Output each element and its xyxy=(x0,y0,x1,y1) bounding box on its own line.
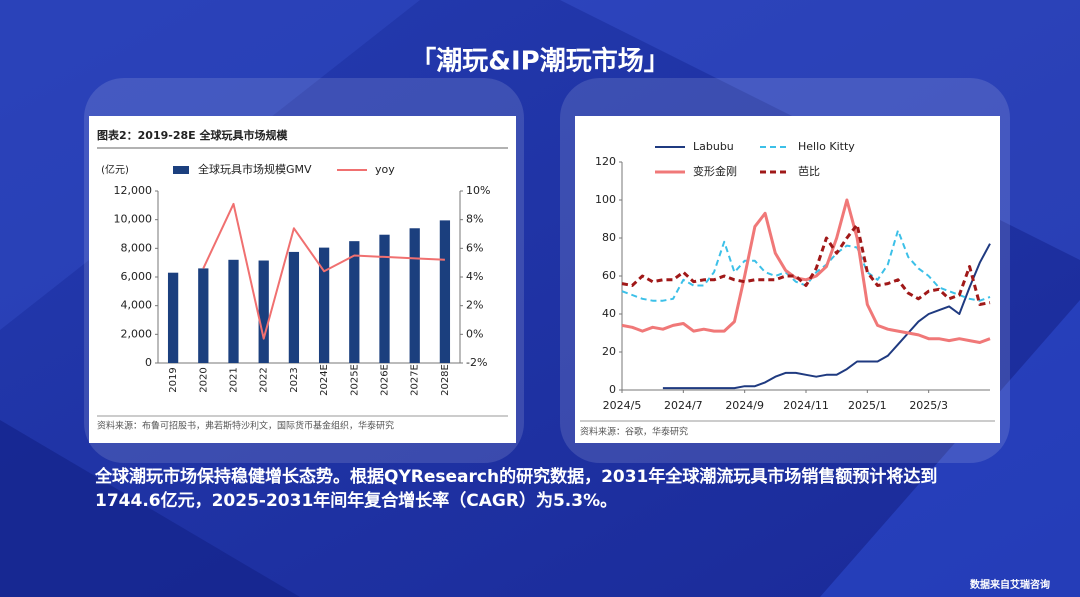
x-tick-label: 2021 xyxy=(229,367,240,392)
bg-shape xyxy=(0,420,300,597)
x-tick-label: 2024/9 xyxy=(725,399,764,412)
footer: 数据来自艾瑞咨询 xyxy=(970,580,1050,591)
y-tick-label: 0 xyxy=(145,356,152,369)
slide-title: 「潮玩&IP潮玩市场」 xyxy=(410,46,669,77)
legend-label: 全球玩具市场规模GMV xyxy=(198,162,312,176)
bg-shape xyxy=(820,300,1080,597)
y-tick-label: 6,000 xyxy=(121,270,153,283)
legend-label: 芭比 xyxy=(798,164,820,178)
legend-label: Hello Kitty xyxy=(798,140,855,153)
y-tick-label: 100 xyxy=(595,193,616,206)
bar xyxy=(288,251,300,363)
source: 资料来源：布鲁可招股书，弗若斯特沙利文，国际货币基金组织，华泰研究 xyxy=(97,420,394,432)
x-tick-label: 2025E xyxy=(349,364,360,396)
y2-tick-label: 10% xyxy=(466,184,490,197)
y-tick-label: 80 xyxy=(602,231,616,244)
x-tick-label: 2027E xyxy=(410,364,421,396)
x-tick-label: 2024/7 xyxy=(664,399,703,412)
y2-tick-label: -2% xyxy=(466,356,487,369)
legend-label: yoy xyxy=(375,163,395,176)
bar xyxy=(409,228,420,363)
legend-label: 变形金刚 xyxy=(693,164,737,178)
chart-title: 图表2：2019-28E 全球玩具市场规模 xyxy=(97,128,288,142)
x-tick-label: 2022 xyxy=(259,367,270,392)
line-series xyxy=(662,243,991,390)
chart-panel xyxy=(575,116,1000,443)
legend-swatch xyxy=(173,166,189,174)
y2-tick-label: 4% xyxy=(466,270,483,283)
bar xyxy=(379,234,390,363)
y-tick-label: 0 xyxy=(609,383,616,396)
line-series xyxy=(621,198,991,344)
x-tick-label: 2025/1 xyxy=(848,399,887,412)
bar xyxy=(228,259,239,363)
y2-tick-label: 0% xyxy=(466,327,483,340)
x-tick-label: 2020 xyxy=(198,367,209,392)
y-tick-label: 4,000 xyxy=(121,299,153,312)
y-tick-label: 8,000 xyxy=(121,241,153,254)
y-tick-label: 40 xyxy=(602,307,616,320)
x-tick-label: 2026E xyxy=(380,364,391,396)
y-tick-label: 10,000 xyxy=(114,213,153,226)
y-tick-label: 12,000 xyxy=(114,184,153,197)
x-tick-label: 2024/11 xyxy=(783,399,829,412)
y-tick-label: 120 xyxy=(595,155,616,168)
paragraph: 全球潮玩市场保持稳健增长态势。根据QYResearch的研究数据，2031年全球… xyxy=(95,467,938,511)
y-tick-label: 20 xyxy=(602,345,616,358)
bar xyxy=(198,268,209,363)
y-axis-label: (亿元) xyxy=(101,163,129,176)
source: 资料来源：谷歌，华泰研究 xyxy=(580,426,688,438)
y2-tick-label: 2% xyxy=(466,299,483,312)
line-series xyxy=(202,202,445,340)
x-tick-label: 2023 xyxy=(289,367,300,392)
x-tick-label: 2019 xyxy=(168,367,179,392)
x-tick-label: 2028E xyxy=(440,364,451,396)
bar xyxy=(349,241,360,363)
x-tick-label: 2024E xyxy=(319,364,330,396)
y2-tick-label: 8% xyxy=(466,213,483,226)
bar xyxy=(318,247,330,363)
legend-label: Labubu xyxy=(693,140,734,153)
bar xyxy=(167,272,179,363)
y2-tick-label: 6% xyxy=(466,241,483,254)
bar xyxy=(258,260,269,363)
x-tick-label: 2024/5 xyxy=(603,399,642,412)
y-tick-label: 2,000 xyxy=(121,327,153,340)
line-series xyxy=(621,223,991,306)
x-tick-label: 2025/3 xyxy=(909,399,948,412)
bar xyxy=(439,220,451,363)
y-tick-label: 60 xyxy=(602,269,616,282)
